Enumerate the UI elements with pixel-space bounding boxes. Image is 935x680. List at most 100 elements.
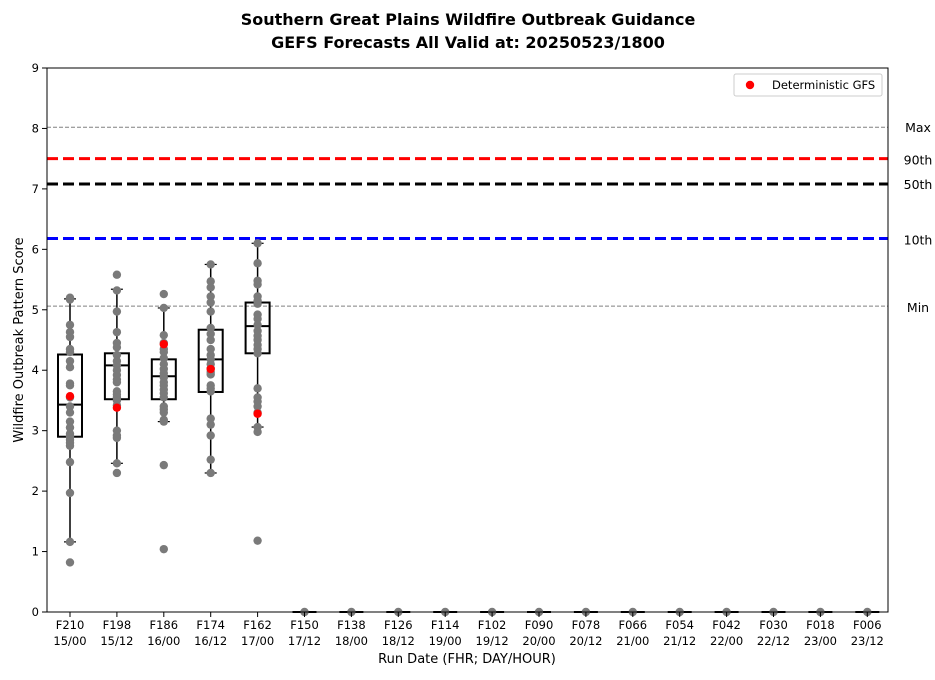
ensemble-member-point — [65, 381, 75, 390]
x-axis-label: Run Date (FHR; DAY/HOUR) — [378, 652, 556, 667]
x-tick-label-fhr: F042 — [712, 618, 741, 632]
ensemble-member-point — [206, 455, 215, 464]
ensemble-member-point — [206, 344, 215, 354]
ensemble-member-point — [65, 558, 75, 567]
x-tick-label-fhr: F066 — [619, 618, 648, 632]
x-tick-label-fhr: F090 — [525, 618, 554, 632]
ensemble-member-point — [159, 393, 168, 402]
ensemble-member-point — [112, 433, 122, 443]
x-tick-label-time: 20/12 — [569, 634, 602, 648]
y-tick-label: 8 — [32, 121, 39, 135]
ensemble-member-point — [159, 330, 168, 340]
ensemble-member-point — [253, 299, 262, 308]
ensemble-member-point — [65, 441, 75, 450]
ensemble-member-point — [206, 323, 215, 333]
ensemble-member-point — [253, 314, 262, 324]
legend-marker-deterministic — [745, 80, 755, 90]
x-tick-label-fhr: F126 — [384, 618, 413, 632]
ensemble-member-point — [159, 408, 168, 417]
ensemble-member-point — [253, 536, 262, 545]
ensemble-member-point — [65, 488, 75, 498]
ensemble-member-point — [65, 457, 75, 467]
x-tick-label-fhr: F198 — [103, 618, 132, 632]
ensemble-member-point — [65, 423, 75, 432]
ensemble-member-point — [206, 292, 215, 301]
ensemble-member-point — [65, 537, 75, 547]
ensemble-member-point — [159, 303, 168, 313]
reference-lines — [47, 126, 888, 307]
x-tick-label-time: 18/00 — [335, 634, 368, 648]
x-tick-label-fhr: F210 — [56, 618, 85, 632]
x-tick-label-time: 20/00 — [522, 634, 555, 648]
x-tick-label-time: 19/00 — [429, 634, 462, 648]
ensemble-member-point — [253, 427, 262, 437]
y-tick-label: 6 — [32, 242, 39, 256]
ensemble-member-point — [253, 320, 262, 330]
legend-box — [733, 73, 883, 97]
x-tick-label-time: 17/00 — [241, 634, 274, 648]
y-axis-label: Wildfire Outbreak Pattern Score — [12, 237, 27, 442]
ensemble-member-point — [206, 260, 215, 269]
x-tick-label-fhr: F102 — [478, 618, 507, 632]
y-axis: 0 1 2 3 4 5 6 7 8 9 — [32, 61, 47, 619]
ensemble-member-point — [159, 289, 168, 299]
y-tick-label: 3 — [32, 424, 39, 438]
ensemble-member-point — [112, 459, 122, 468]
deterministic-gfs-point — [159, 340, 168, 349]
ensemble-member-point — [112, 286, 122, 295]
ensemble-member-point — [65, 417, 75, 426]
ensemble-member-point — [206, 283, 215, 292]
reference-label-50th: 50th — [904, 177, 933, 192]
legend-label-deterministic: Deterministic GFS — [772, 78, 875, 92]
ensemble-member-point — [159, 544, 168, 554]
x-tick-label-time: 15/12 — [100, 634, 133, 648]
ensemble-member-point — [253, 402, 262, 411]
ensemble-member-point — [65, 363, 75, 372]
reference-label-min: Min — [907, 300, 929, 315]
deterministic-gfs-point — [65, 392, 75, 401]
y-tick-label: 9 — [32, 61, 39, 75]
x-tick-label-fhr: F030 — [759, 618, 788, 632]
ensemble-member-point — [65, 408, 75, 417]
x-tick-label-time: 16/12 — [194, 634, 227, 648]
x-tick-label-time: 21/00 — [616, 634, 649, 648]
y-tick-label: 5 — [32, 303, 39, 317]
ensemble-member-point — [206, 387, 215, 396]
ensemble-member-point — [253, 349, 262, 358]
ensemble-member-point — [65, 320, 75, 330]
y-tick-label: 1 — [32, 545, 39, 559]
x-tick-label-time: 22/00 — [710, 634, 743, 648]
chart-subtitle: GEFS Forecasts All Valid at: 20250523/18… — [271, 33, 665, 52]
y-tick-label: 7 — [32, 182, 39, 196]
ensemble-member-point — [206, 277, 215, 286]
x-tick-label-time: 23/12 — [851, 634, 884, 648]
ensemble-member-point — [253, 280, 262, 289]
ensemble-member-point — [206, 335, 215, 345]
x-tick-label-fhr: F006 — [853, 618, 882, 632]
x-tick-label-time: 23/00 — [804, 634, 837, 648]
ensemble-member-point — [112, 270, 122, 279]
x-tick-label-time: 18/12 — [382, 634, 415, 648]
ensemble-member-point — [112, 307, 122, 316]
ensemble-member-point — [112, 327, 122, 337]
x-tick-label-time: 17/12 — [288, 634, 321, 648]
x-tick-label-fhr: F174 — [196, 618, 225, 632]
ensemble-member-point — [65, 347, 75, 357]
ensemble-member-point — [206, 414, 215, 423]
x-tick-label-time: 15/00 — [53, 634, 86, 648]
ensemble-member-point — [159, 347, 168, 357]
ensemble-member-point — [112, 350, 122, 360]
ensemble-member-point — [253, 239, 262, 248]
ensemble-member-point — [65, 332, 75, 342]
chart-title: Southern Great Plains Wildfire Outbreak … — [241, 10, 696, 29]
ensemble-member-point — [159, 353, 168, 363]
ensemble-member-point — [65, 402, 75, 411]
x-tick-label-fhr: F018 — [806, 618, 835, 632]
ensemble-member-point — [112, 468, 122, 478]
x-tick-label-time: 16/00 — [147, 634, 180, 648]
ensemble-member-points — [65, 239, 872, 617]
ensemble-member-point — [206, 298, 215, 307]
reference-label-10th: 10th — [904, 232, 933, 247]
legend: Deterministic GFS — [733, 73, 883, 97]
ensemble-member-point — [159, 417, 168, 426]
